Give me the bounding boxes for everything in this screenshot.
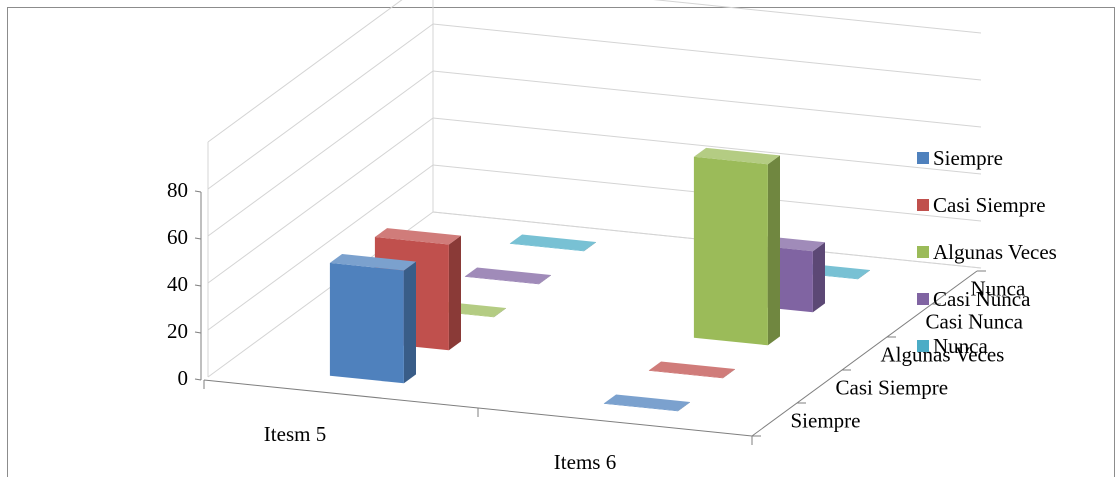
depth-tick-label: Nunca bbox=[971, 277, 1026, 301]
bar-siempre-1 bbox=[329, 254, 416, 384]
bar-face bbox=[374, 228, 461, 245]
depth-axis bbox=[751, 270, 978, 437]
bar-face bbox=[509, 243, 584, 252]
gridline bbox=[207, 211, 982, 378]
y-tick bbox=[194, 237, 202, 240]
legend-label: Casi Nunca bbox=[933, 286, 1031, 311]
bar-face bbox=[464, 267, 551, 284]
legend-label: Algunas Veces bbox=[933, 239, 1057, 264]
bar-algunas-veces-2 bbox=[693, 147, 780, 346]
depth-tick-label: Algunas Veces bbox=[881, 343, 1005, 367]
legend-item: Algunas Veces bbox=[917, 237, 1057, 267]
bar-face bbox=[693, 156, 768, 346]
bar-casi-siempre-2 bbox=[648, 361, 735, 379]
bar-face bbox=[329, 262, 404, 384]
legend-item: Casi Siempre bbox=[917, 190, 1057, 220]
legend-swatch bbox=[917, 293, 929, 305]
depth-tick-label: Casi Siempre bbox=[836, 376, 949, 400]
bar-face bbox=[857, 270, 870, 280]
legend-item: Nunca bbox=[917, 331, 1057, 361]
bar-face bbox=[448, 235, 461, 351]
y-tick-label: 40 bbox=[167, 272, 188, 296]
bar-face bbox=[693, 147, 780, 165]
y-tick bbox=[194, 284, 202, 287]
gridline bbox=[207, 70, 982, 237]
bar-face bbox=[603, 403, 678, 412]
bar-nunca-1 bbox=[509, 234, 596, 252]
legend-label: Nunca bbox=[933, 333, 988, 358]
y-tick-label: 0 bbox=[178, 366, 189, 390]
legend-swatch bbox=[917, 152, 929, 164]
y-tick-label: 80 bbox=[167, 178, 188, 202]
bar-face bbox=[677, 402, 690, 412]
bar-face bbox=[583, 242, 596, 252]
bar-face bbox=[493, 308, 506, 318]
y-tick bbox=[194, 331, 202, 334]
legend: Siempre Casi Siempre Algunas Veces Casi Nun… bbox=[917, 143, 1057, 378]
legend-swatch bbox=[917, 246, 929, 258]
bar-face bbox=[603, 394, 690, 411]
gridline bbox=[207, 117, 982, 284]
depth-tick-label: Casi Nunca bbox=[926, 310, 1024, 334]
chart-frame bbox=[7, 7, 1115, 477]
depth-tick-label: Siempre bbox=[791, 409, 861, 433]
bar-face bbox=[509, 234, 596, 251]
bar-face bbox=[329, 254, 416, 271]
legend-swatch bbox=[917, 199, 929, 211]
bar-face bbox=[464, 276, 539, 285]
bar-casi-nunca-1 bbox=[464, 267, 551, 285]
gridline bbox=[207, 164, 982, 331]
gridline bbox=[207, 0, 982, 143]
bar-face bbox=[767, 155, 780, 346]
legend-swatch bbox=[917, 340, 929, 352]
x-tick-label: Itesm 5 bbox=[264, 422, 326, 446]
y-tick-label: 20 bbox=[167, 319, 188, 343]
y-tick-label: 60 bbox=[167, 225, 188, 249]
legend-item: Siempre bbox=[917, 143, 1057, 173]
y-tick bbox=[194, 378, 202, 381]
bar-face bbox=[648, 361, 735, 378]
bar-face bbox=[538, 275, 551, 285]
bar-face bbox=[648, 370, 723, 379]
bar-face bbox=[722, 369, 735, 379]
legend-item: Casi Nunca bbox=[917, 284, 1057, 314]
legend-label: Siempre bbox=[933, 145, 1003, 170]
bar-face bbox=[812, 242, 825, 313]
legend-label: Casi Siempre bbox=[933, 192, 1046, 217]
bar-siempre-2 bbox=[603, 394, 690, 412]
x-tick-label: Items 6 bbox=[554, 450, 616, 474]
gridline bbox=[207, 23, 982, 190]
y-tick bbox=[194, 190, 202, 193]
bar-face bbox=[403, 261, 416, 384]
